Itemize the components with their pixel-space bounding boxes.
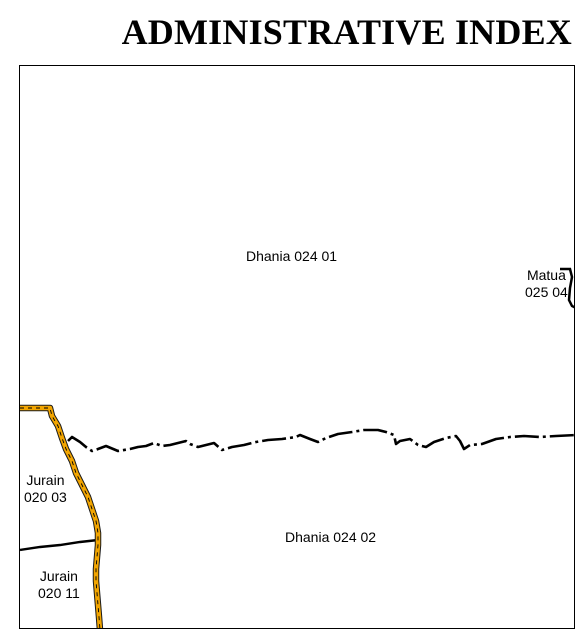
boundary-dhania-01-02 [67, 428, 574, 453]
region-label-dhania-024-02: Dhania 024 02 [285, 529, 377, 545]
map-canvas [20, 267, 574, 628]
page-title: ADMINISTRATIVE INDEX [121, 12, 572, 52]
district-boundary-dash [20, 407, 101, 628]
region-label-jurain-020-03: Jurain 020 03 [24, 472, 67, 505]
boundary-matua [560, 267, 574, 309]
region-label-matua-025-04: Matua 025 04 [525, 267, 568, 300]
region-label-jurain-020-11: Jurain 020 11 [38, 568, 80, 601]
region-label-dhania-024-01: Dhania 024 01 [246, 248, 338, 264]
boundary-jurain-03-11 [20, 538, 99, 552]
map-frame: Dhania 024 01 Matua 025 04 Jurain 020 03… [19, 65, 575, 629]
